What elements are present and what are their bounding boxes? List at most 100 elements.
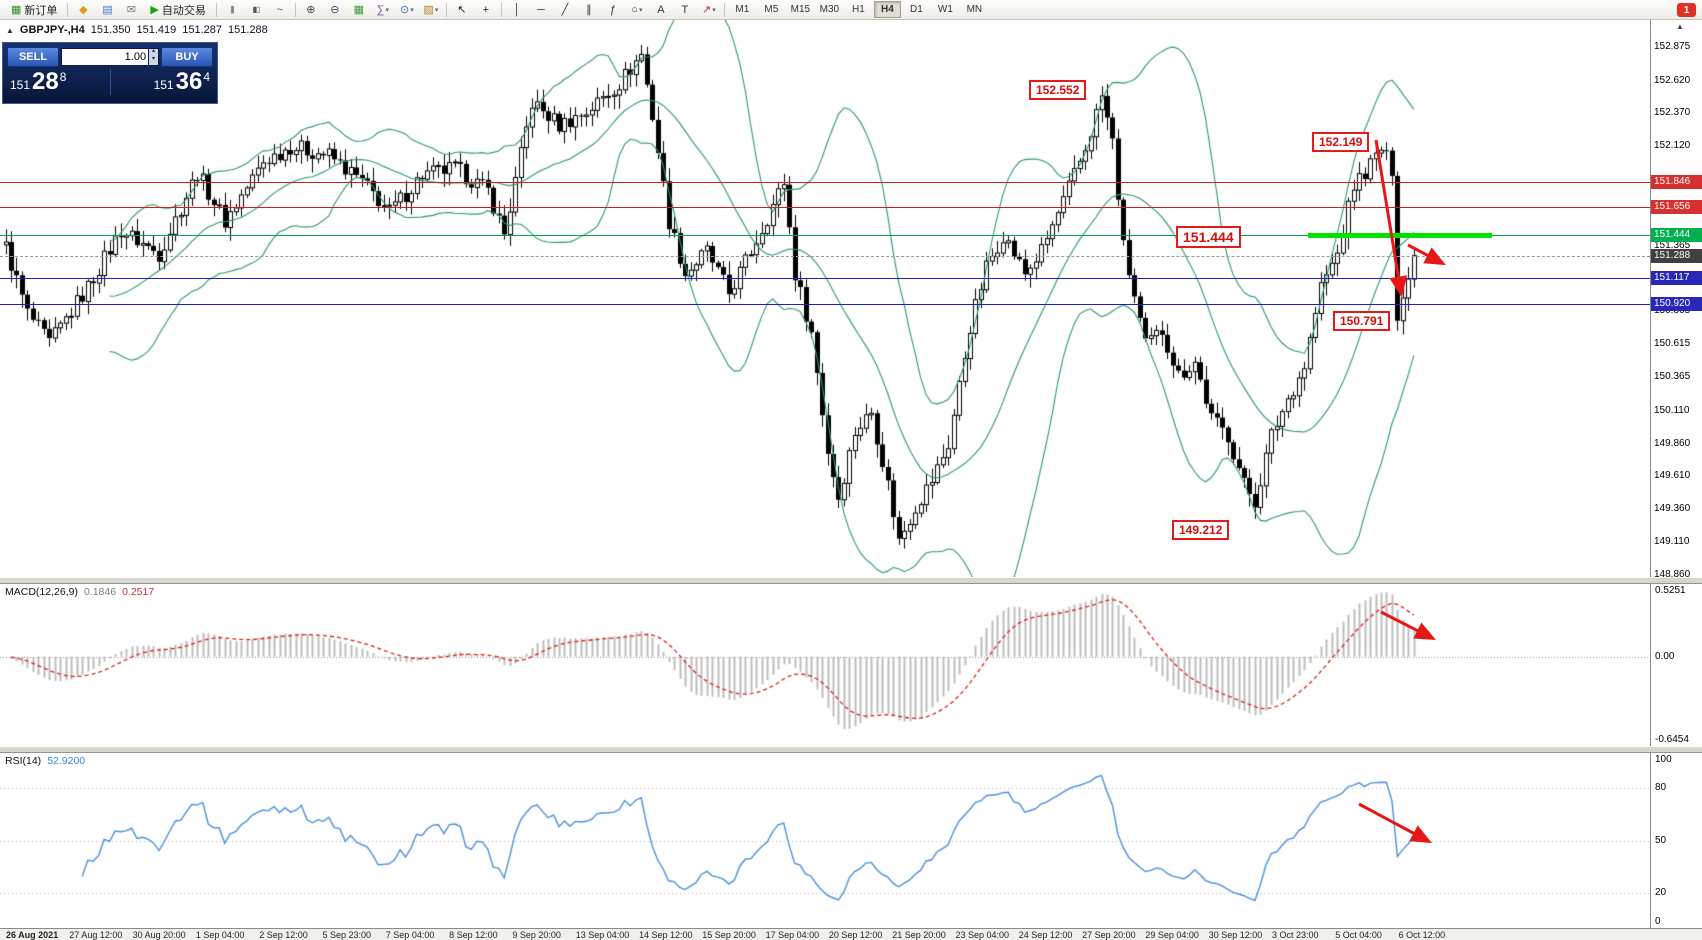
price-scale-label: 150.615	[1654, 338, 1691, 350]
candlestick-chart-icon[interactable]: ▮▯	[244, 1, 268, 19]
lot-decrease-button[interactable]: ▾	[152, 56, 156, 62]
shapes-icon[interactable]: ○ ▾	[625, 1, 649, 19]
notifications-badge[interactable]: 1	[1677, 3, 1696, 17]
cursor-icon[interactable]: ↖	[450, 1, 474, 19]
templates-icon-caret[interactable]: ▾	[434, 6, 439, 14]
fibonacci-icon[interactable]: ƒ	[601, 1, 625, 19]
timeframe-m15-button[interactable]: M15	[790, 4, 811, 15]
support-zone-band[interactable]	[1308, 232, 1492, 238]
price-level-badge: 151.444	[1651, 228, 1702, 243]
periods-icon: ⊙	[400, 4, 410, 16]
buy-button[interactable]: BUY	[161, 47, 213, 67]
rsi-scale-label: 20	[1655, 887, 1667, 898]
new-order-icon: ▦	[11, 4, 22, 16]
time-axis-label: 27 Aug 12:00	[69, 930, 123, 940]
channel-icon[interactable]: ∥	[577, 1, 601, 19]
indicators-icon[interactable]: ∑ ▾	[371, 1, 395, 19]
buy-price-pip: 4	[203, 70, 210, 84]
one-click-trading-panel: SELL ▴ ▾ BUY 151 28 8 151 36 4	[2, 42, 218, 104]
vertical-line-icon[interactable]: │	[505, 1, 529, 19]
toolbar-separator	[445, 2, 447, 17]
time-axis-label: 23 Sep 04:00	[955, 930, 1010, 940]
lot-increase-button[interactable]: ▴	[152, 48, 156, 54]
price-level-badge: 150.920	[1651, 297, 1702, 312]
horizontal-line-icon[interactable]: ─	[529, 1, 553, 19]
time-axis-label: 6 Oct 12:00	[1398, 930, 1446, 940]
lot-size-input[interactable]	[61, 48, 150, 66]
panel-divider[interactable]	[0, 746, 1702, 753]
macd-canvas[interactable]	[0, 584, 1650, 746]
timeframe-m30-button[interactable]: M30	[819, 4, 840, 15]
panel-divider[interactable]	[0, 577, 1702, 584]
main-chart-canvas[interactable]	[0, 20, 1650, 577]
bar-chart-icon[interactable]: |||	[220, 1, 244, 19]
collapse-arrow-icon[interactable]: ▲	[6, 25, 14, 35]
toolbar-separator	[723, 2, 725, 17]
templates-icon[interactable]: ▧ ▾	[419, 1, 443, 19]
autotrading-button-label: 自动交易	[161, 4, 206, 17]
rsi-canvas[interactable]	[0, 753, 1650, 928]
zoom-out-icon[interactable]: ⊖	[323, 1, 347, 19]
buy-price-prefix: 151	[153, 78, 174, 92]
templates-icon: ▧	[423, 4, 434, 16]
price-annotation[interactable]: 152.149	[1312, 132, 1370, 152]
toolbar: ▦ 新订单 ◆ ▤ ✉ ▶ 自动交易 ||| ▮▯ ~ ⊕ ⊖ ▦ ∑ ▾ ⊙ ▾ ▧ ▾ ↖ + │ ─ ╱ ∥ ƒ ○ ▾ A T ↗ ▾…	[0, 0, 1702, 20]
timeframe-h4-button[interactable]: H4	[873, 1, 901, 18]
price-annotation[interactable]: 151.444	[1176, 226, 1241, 248]
text-icon[interactable]: A	[649, 1, 673, 19]
crosshair-icon[interactable]: +	[474, 1, 498, 19]
crosshair-icon: +	[482, 3, 490, 16]
sell-button[interactable]: SELL	[7, 47, 59, 67]
timeframe-w1-button[interactable]: W1	[937, 4, 953, 15]
time-axis-label: 5 Oct 04:00	[1335, 930, 1382, 940]
fibonacci-icon: ƒ	[609, 3, 616, 16]
timeframe-m1-button[interactable]: M1	[735, 4, 750, 15]
price-annotation[interactable]: 152.552	[1029, 80, 1087, 100]
price-divider	[109, 69, 111, 95]
scroll-marker-icon[interactable]: ▲	[1676, 22, 1684, 31]
arrows-tool-icon-caret[interactable]: ▾	[712, 6, 716, 14]
mailbox-icon[interactable]: ✉	[119, 1, 143, 19]
time-axis-label: 21 Sep 20:00	[892, 930, 946, 940]
new-order-button[interactable]: ▦ 新订单	[4, 1, 64, 19]
sell-price[interactable]: 151 28 8	[10, 69, 66, 95]
price-scale-label: 149.110	[1654, 536, 1690, 548]
periods-icon-caret[interactable]: ▾	[410, 6, 414, 14]
timeframe-h1-button[interactable]: H1	[851, 4, 865, 15]
periods-icon[interactable]: ⊙ ▾	[395, 1, 419, 19]
price-annotation[interactable]: 150.791	[1333, 311, 1391, 331]
autotrading-button[interactable]: ▶ 自动交易	[143, 1, 212, 19]
time-axis-label: 1 Sep 04:00	[195, 930, 245, 940]
indicators-icon-caret[interactable]: ▾	[385, 6, 390, 14]
zoom-out-icon: ⊖	[330, 4, 340, 16]
sell-price-prefix: 151	[10, 78, 31, 92]
high-value: 151.419	[136, 24, 177, 36]
tile-windows-icon[interactable]: ▦	[347, 1, 371, 19]
text-label-icon[interactable]: T	[673, 1, 697, 19]
zoom-in-icon[interactable]: ⊕	[299, 1, 323, 19]
trendline-icon[interactable]: ╱	[553, 1, 577, 19]
time-axis-label: 27 Sep 20:00	[1082, 930, 1136, 940]
time-axis-label: 26 Aug 2021	[6, 930, 59, 940]
horizontal-level-line	[0, 182, 1650, 184]
buy-price[interactable]: 151 36 4	[154, 69, 210, 95]
rsi-scale-label: 0	[1655, 916, 1661, 927]
news-icon[interactable]: ▤	[95, 1, 119, 19]
rsi-label: RSI(14) 52.9200	[5, 755, 85, 767]
price-scale[interactable]: 152.875152.620152.370152.120151.365150.8…	[1650, 20, 1702, 580]
timeframe-m5-button[interactable]: M5	[764, 4, 779, 15]
alerts-horn-icon[interactable]: ◆	[71, 1, 95, 19]
price-annotation[interactable]: 149.212	[1172, 520, 1230, 540]
shapes-icon-caret[interactable]: ▾	[638, 6, 643, 14]
timeframe-d1-button[interactable]: D1	[909, 4, 923, 15]
timeframe-mn-button[interactable]: MN	[966, 4, 983, 15]
line-chart-icon[interactable]: ~	[268, 1, 292, 19]
trendline-icon: ╱	[561, 4, 569, 16]
zoom-in-icon: ⊕	[306, 4, 316, 16]
vertical-line-icon: │	[513, 3, 521, 16]
sell-price-main: 28	[32, 68, 59, 95]
price-scale-label: 152.875	[1654, 41, 1691, 52]
horizontal-level-line	[0, 304, 1650, 306]
arrows-tool-icon[interactable]: ↗ ▾	[697, 1, 721, 19]
time-axis[interactable]: 26 Aug 2021 27 Aug 12:00 30 Aug 20:00 1 Sep…	[0, 928, 1702, 940]
